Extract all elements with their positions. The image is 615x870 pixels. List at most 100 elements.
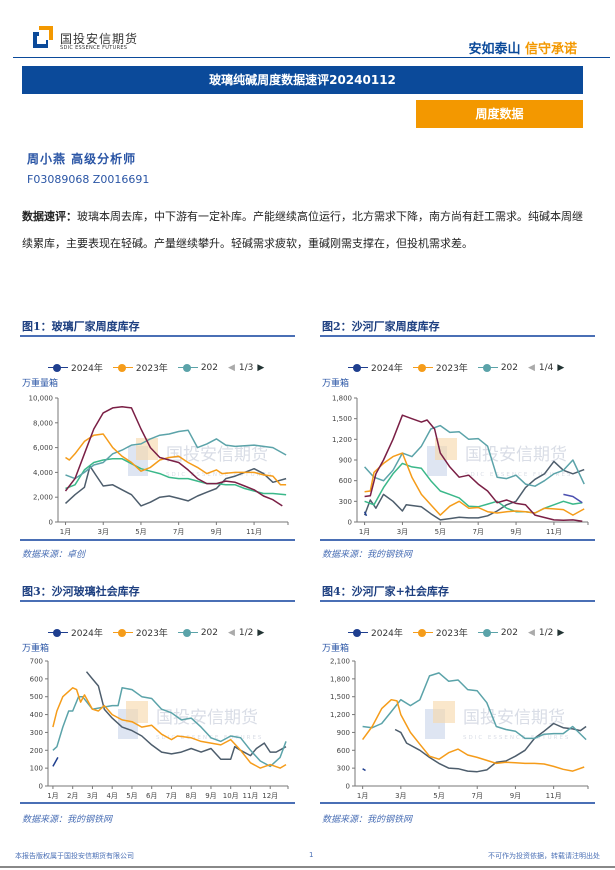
legend-item-2023[interactable]: 2023年 [412, 626, 468, 639]
chart-source-divider [20, 539, 295, 541]
y-tick-label: 1,800 [332, 395, 352, 403]
x-tick-label: 6月 [146, 792, 157, 800]
legend-prev-icon[interactable]: ◀ [228, 362, 235, 373]
legend-next-icon[interactable]: ▶ [257, 362, 265, 373]
series-line-2024 [52, 757, 59, 767]
series-line-s5 [364, 414, 583, 523]
series-line-2024 [363, 511, 368, 517]
legend-item-2024[interactable]: 2024年 [348, 361, 403, 374]
chart-panel-4: 图4：沙河厂家+社会库存 2024年 2023年 202 ◀ 1/2 ▶ 万重箱 数… [320, 583, 595, 828]
summary-label: 数据速评： [22, 210, 77, 223]
legend-next-icon[interactable]: ▶ [557, 627, 565, 638]
series-line-2023 [361, 698, 585, 772]
x-tick-label: 9月 [211, 528, 222, 536]
chart-title-divider [320, 335, 595, 337]
x-tick-label: 11月 [246, 528, 262, 536]
x-tick-label: 9月 [205, 792, 216, 800]
series-line-s6 [394, 722, 587, 773]
chart-1-plot: 国投安信期货 SDIC ESSENCE FUTURES 0 2,000 4,000 6,0… [29, 395, 289, 536]
y-tick-label: 2,100 [330, 658, 350, 666]
chart-panel-1: 图1：玻璃厂家周度库存 2024年 2023年 202 ◀ 1/3 ▶ 万重量箱 数… [20, 318, 295, 563]
watermark-text: 国投安信期货 [465, 445, 567, 465]
legend-swatch [412, 628, 433, 637]
chart-source: 数据来源：我的钢铁网 [322, 550, 413, 560]
legend-item-2022[interactable]: 202 [177, 363, 218, 373]
y-tick-label: 1,200 [330, 711, 350, 719]
series-line-s7 [563, 493, 583, 504]
legend-prev-icon[interactable]: ◀ [228, 627, 235, 638]
chart-legend: 2024年 2023年 202 ◀ 1/4 ▶ [348, 361, 564, 374]
series-line-s6 [85, 671, 287, 760]
legend-swatch [112, 363, 133, 372]
x-tick-label: 9月 [510, 528, 521, 536]
legend-item-2022[interactable]: 202 [477, 628, 518, 638]
summary-text: 玻璃本周去库，中下游有一定补库。产能继续高位运行，北方需求下降，南方尚有赶工需求… [22, 210, 583, 250]
x-tick-label: 5月 [135, 528, 146, 536]
legend-page: 1/4 [538, 362, 554, 373]
legend-swatch [348, 628, 368, 637]
y-tick-label: 400 [30, 711, 43, 719]
x-tick-label: 3月 [397, 528, 408, 536]
legend-prev-icon[interactable]: ◀ [528, 362, 535, 373]
series-line-2022 [362, 672, 587, 741]
legend-next-icon[interactable]: ▶ [257, 627, 265, 638]
legend-item-2022[interactable]: 202 [477, 363, 518, 373]
chart-legend: 2024年 2023年 202 ◀ 1/2 ▶ [48, 626, 264, 639]
chart-source-divider [20, 802, 295, 804]
legend-pager: ◀ 1/2 ▶ [228, 628, 264, 638]
legend-item-2023[interactable]: 2023年 [112, 361, 168, 374]
legend-pager: ◀ 1/2 ▶ [528, 628, 564, 638]
legend-item-2024[interactable]: 2024年 [48, 626, 103, 639]
logo-subtext: SDIC ESSENCE FUTURES [60, 45, 128, 51]
legend-item-2022[interactable]: 202 [177, 628, 218, 638]
legend-item-2024[interactable]: 2024年 [48, 361, 103, 374]
chart-source: 数据来源：我的钢铁网 [322, 815, 413, 825]
series-line-s5 [64, 405, 283, 507]
y-tick-label: 600 [337, 747, 350, 755]
watermark-logo-icon [435, 438, 457, 460]
footer-disclaimer: 不可作为投资依据，转载请注明出处 [488, 852, 600, 860]
y-tick-label: 600 [339, 477, 352, 485]
summary-paragraph: 数据速评：玻璃本周去库，中下游有一定补库。产能继续高位运行，北方需求下降，南方尚… [22, 203, 592, 257]
legend-item-2023[interactable]: 2023年 [412, 361, 468, 374]
y-tick-label: 0 [346, 783, 350, 791]
legend-swatch [177, 363, 198, 372]
x-tick-label: 9月 [510, 792, 521, 800]
series-line-2023 [52, 687, 287, 769]
y-tick-label: 900 [339, 457, 352, 465]
legend-item-2023[interactable]: 2023年 [112, 626, 168, 639]
legend-next-icon[interactable]: ▶ [557, 362, 565, 373]
y-tick-label: 10,000 [29, 395, 54, 403]
y-axis-unit: 万重箱 [22, 644, 50, 654]
chart-panel-3: 图3：沙河玻璃社会库存 2024年 2023年 202 ◀ 1/2 ▶ 万重箱 数据… [20, 583, 295, 828]
chart-2-plot: 国投安信期货 SDIC ESSENCE FUTURES 0 300 600 900 1,20… [332, 395, 589, 536]
x-tick-label: 11月 [243, 792, 259, 800]
x-tick-label: 3月 [87, 792, 98, 800]
footer-copyright: 本报告版权属于国投安信期货有限公司 [15, 852, 134, 860]
legend-swatch [48, 628, 68, 637]
y-tick-label: 1,200 [332, 436, 352, 444]
y-tick-label: 500 [30, 693, 43, 701]
y-tick-label: 6,000 [33, 444, 53, 452]
legend-swatch [48, 363, 68, 372]
chart-source-divider [320, 539, 595, 541]
y-tick-label: 0 [348, 519, 352, 527]
x-tick-label: 11月 [546, 528, 562, 536]
legend-swatch [477, 363, 498, 372]
series-line-2022 [364, 424, 585, 487]
legend-prev-icon[interactable]: ◀ [528, 627, 535, 638]
x-tick-label: 7月 [173, 528, 184, 536]
report-type-tag: 周度数据 [416, 100, 583, 128]
x-tick-label: 10月 [223, 792, 239, 800]
y-tick-label: 700 [30, 658, 43, 666]
y-tick-label: 0 [49, 519, 53, 527]
logo-icon [33, 26, 53, 48]
watermark-logo-icon [126, 701, 148, 723]
series-line-2022 [65, 429, 287, 480]
legend-swatch [412, 363, 433, 372]
x-tick-label: 2月 [67, 792, 78, 800]
y-axis-unit: 万重量箱 [22, 379, 59, 389]
watermark-logo-icon [433, 701, 455, 723]
y-tick-label: 0 [39, 783, 43, 791]
legend-item-2024[interactable]: 2024年 [348, 626, 403, 639]
